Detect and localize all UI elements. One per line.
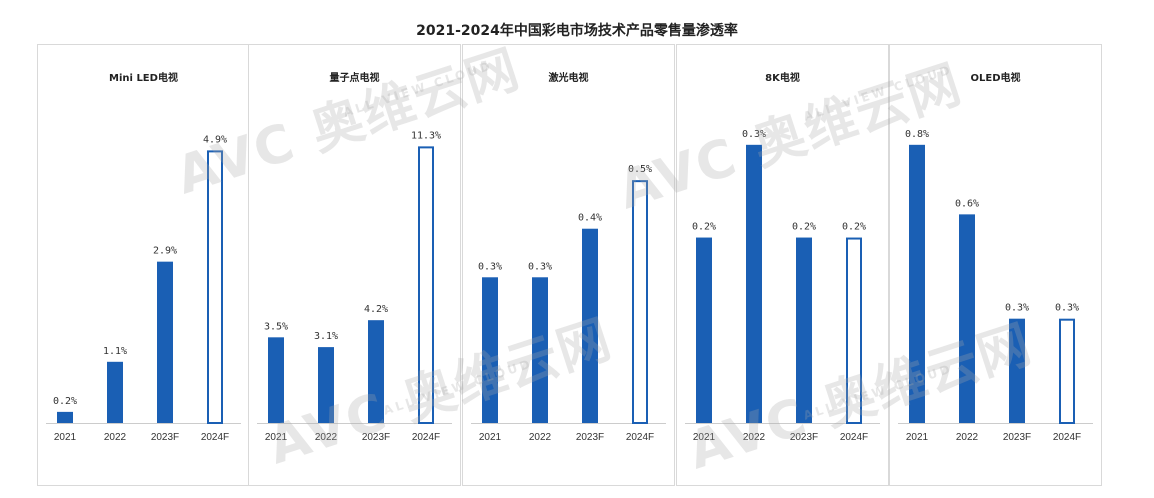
- data-label: 0.2%: [842, 222, 866, 233]
- x-tick-label: 2024F: [626, 432, 654, 443]
- chart-panel-4: 8K电视 0.2% 2021 0.3% 2022 0.2% 2023F 0.2% 2024F: [676, 44, 889, 486]
- x-tick-label: 2021: [693, 432, 716, 443]
- x-tick-label: 2024F: [412, 432, 440, 443]
- bar-2021: [57, 411, 73, 423]
- bar-chart-svg: 3.5% 2021 3.1% 2022 4.2% 2023F 11.3% 2024F: [257, 130, 452, 443]
- data-label: 11.3%: [411, 130, 441, 141]
- bar-chart-svg: 0.3% 2021 0.3% 2022 0.4% 2023F 0.5% 2024F: [471, 164, 666, 443]
- data-label: 0.2%: [692, 222, 716, 233]
- data-label: 0.3%: [528, 261, 552, 272]
- x-tick-label: 2022: [743, 432, 766, 443]
- panel-title: 量子点电视: [329, 73, 380, 84]
- bar-chart-svg: 0.8% 2021 0.6% 2022 0.3% 2023F 0.3% 2024F: [898, 129, 1093, 443]
- bar-2024f: [632, 180, 648, 424]
- bar-2023f: [582, 228, 598, 423]
- bar-2023f: [157, 261, 173, 423]
- data-label: 0.6%: [955, 198, 979, 209]
- data-label: 3.5%: [264, 321, 288, 332]
- data-label: 2.9%: [153, 246, 177, 257]
- chart-panel-3: 激光电视 0.3% 2021 0.3% 2022 0.4% 2023F 0.5% 2024F: [462, 44, 675, 486]
- bar-2024f: [207, 150, 223, 425]
- bar-2023f: [796, 237, 812, 423]
- chart-panel-2: 量子点电视 3.5% 2021 3.1% 2022 4.2% 2023F 11.3% 2024F: [248, 44, 461, 486]
- panel-title: OLED电视: [970, 73, 1021, 84]
- bar-2023f: [1009, 318, 1025, 423]
- bar-2022: [959, 214, 975, 423]
- bar-2024f: [418, 146, 434, 424]
- chart-panel-1: Mini LED电视 0.2% 2021 1.1% 2022 2.9% 2023F 4.9% 2…: [37, 44, 250, 486]
- chart-panel-5: OLED电视 0.8% 2021 0.6% 2022 0.3% 2023F 0.3% 2024F: [889, 44, 1102, 486]
- bar-chart-svg: 0.2% 2021 0.3% 2022 0.2% 2023F 0.2% 2024F: [685, 129, 880, 443]
- x-tick-label: 2023F: [1003, 432, 1031, 443]
- panel-title: 8K电视: [765, 73, 800, 84]
- x-tick-label: 2023F: [576, 432, 604, 443]
- x-tick-label: 2023F: [790, 432, 818, 443]
- x-tick-label: 2022: [104, 432, 127, 443]
- bar-2021: [909, 144, 925, 423]
- x-tick-label: 2024F: [1053, 432, 1081, 443]
- data-label: 1.1%: [103, 346, 127, 357]
- data-label: 3.1%: [314, 331, 338, 342]
- x-tick-label: 2024F: [201, 432, 229, 443]
- x-tick-label: 2021: [479, 432, 502, 443]
- x-tick-label: 2023F: [362, 432, 390, 443]
- data-label: 0.3%: [1055, 303, 1079, 314]
- x-tick-label: 2021: [265, 432, 288, 443]
- data-label: 4.9%: [203, 134, 227, 145]
- bar-2022: [107, 361, 123, 423]
- panel-title: 激光电视: [548, 73, 589, 84]
- chart-main-title: 2021-2024年中国彩电市场技术产品零售量渗透率: [416, 23, 738, 39]
- bar-2024f: [846, 237, 862, 424]
- bar-2023f: [368, 320, 384, 423]
- data-label: 0.3%: [1005, 303, 1029, 314]
- data-label: 0.4%: [578, 213, 602, 224]
- data-label: 4.2%: [364, 304, 388, 315]
- bar-2022: [746, 144, 762, 423]
- panel-title: Mini LED电视: [109, 73, 178, 84]
- bar-2022: [318, 347, 334, 423]
- data-label: 0.8%: [905, 129, 929, 140]
- data-label: 0.3%: [478, 261, 502, 272]
- data-label: 0.2%: [792, 222, 816, 233]
- x-tick-label: 2023F: [151, 432, 179, 443]
- x-tick-label: 2022: [529, 432, 552, 443]
- bar-2021: [696, 237, 712, 423]
- x-tick-label: 2022: [315, 432, 338, 443]
- data-label: 0.2%: [53, 396, 77, 407]
- bar-2022: [532, 277, 548, 423]
- data-label: 0.5%: [628, 164, 652, 175]
- x-tick-label: 2022: [956, 432, 979, 443]
- bar-2024f: [1059, 318, 1075, 425]
- data-label: 0.3%: [742, 129, 766, 140]
- bar-2021: [482, 277, 498, 423]
- x-tick-label: 2021: [54, 432, 77, 443]
- bar-chart-svg: 0.2% 2021 1.1% 2022 2.9% 2023F 4.9% 2024F: [46, 134, 241, 443]
- x-tick-label: 2021: [906, 432, 929, 443]
- bar-2021: [268, 337, 284, 423]
- x-tick-label: 2024F: [840, 432, 868, 443]
